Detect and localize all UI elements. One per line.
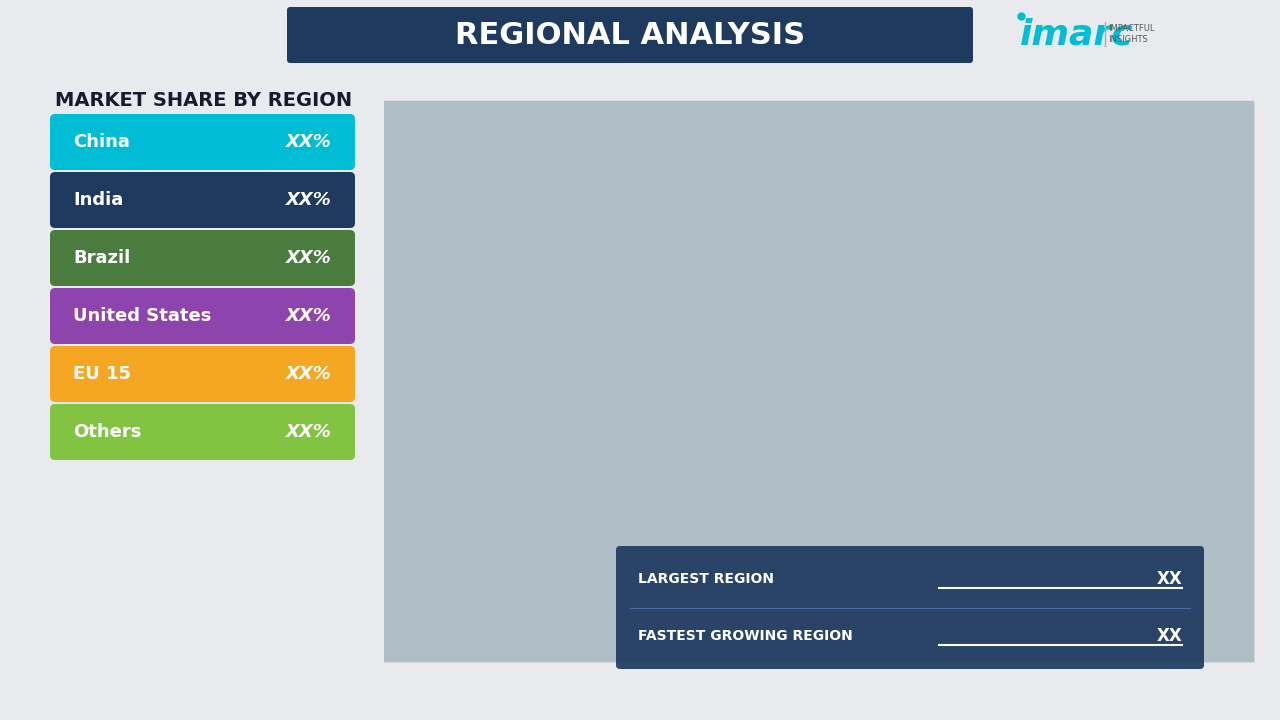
- Text: imarc: imarc: [1020, 17, 1134, 51]
- Text: China: China: [73, 133, 129, 151]
- FancyBboxPatch shape: [616, 546, 1204, 669]
- FancyBboxPatch shape: [287, 7, 973, 63]
- Text: MARKET SHARE BY REGION: MARKET SHARE BY REGION: [55, 91, 352, 109]
- Text: XX%: XX%: [287, 365, 332, 383]
- Text: LARGEST REGION: LARGEST REGION: [637, 572, 774, 586]
- FancyBboxPatch shape: [50, 346, 355, 402]
- Text: XX%: XX%: [287, 133, 332, 151]
- Text: EU 15: EU 15: [73, 365, 131, 383]
- Text: REGIONAL ANALYSIS: REGIONAL ANALYSIS: [454, 20, 805, 50]
- Text: XX%: XX%: [287, 249, 332, 267]
- Text: XX: XX: [1156, 627, 1181, 645]
- Text: XX: XX: [1156, 570, 1181, 588]
- Text: United States: United States: [73, 307, 211, 325]
- Text: XX%: XX%: [287, 423, 332, 441]
- Text: FASTEST GROWING REGION: FASTEST GROWING REGION: [637, 629, 852, 643]
- Text: XX%: XX%: [287, 191, 332, 209]
- FancyBboxPatch shape: [50, 114, 355, 170]
- FancyBboxPatch shape: [384, 101, 1254, 662]
- Text: IMPACTFUL
INSIGHTS: IMPACTFUL INSIGHTS: [1108, 24, 1155, 44]
- FancyBboxPatch shape: [50, 288, 355, 344]
- Text: India: India: [73, 191, 123, 209]
- FancyBboxPatch shape: [50, 172, 355, 228]
- FancyBboxPatch shape: [50, 404, 355, 460]
- Text: XX%: XX%: [287, 307, 332, 325]
- Text: Brazil: Brazil: [73, 249, 131, 267]
- FancyBboxPatch shape: [50, 230, 355, 286]
- Text: Others: Others: [73, 423, 141, 441]
